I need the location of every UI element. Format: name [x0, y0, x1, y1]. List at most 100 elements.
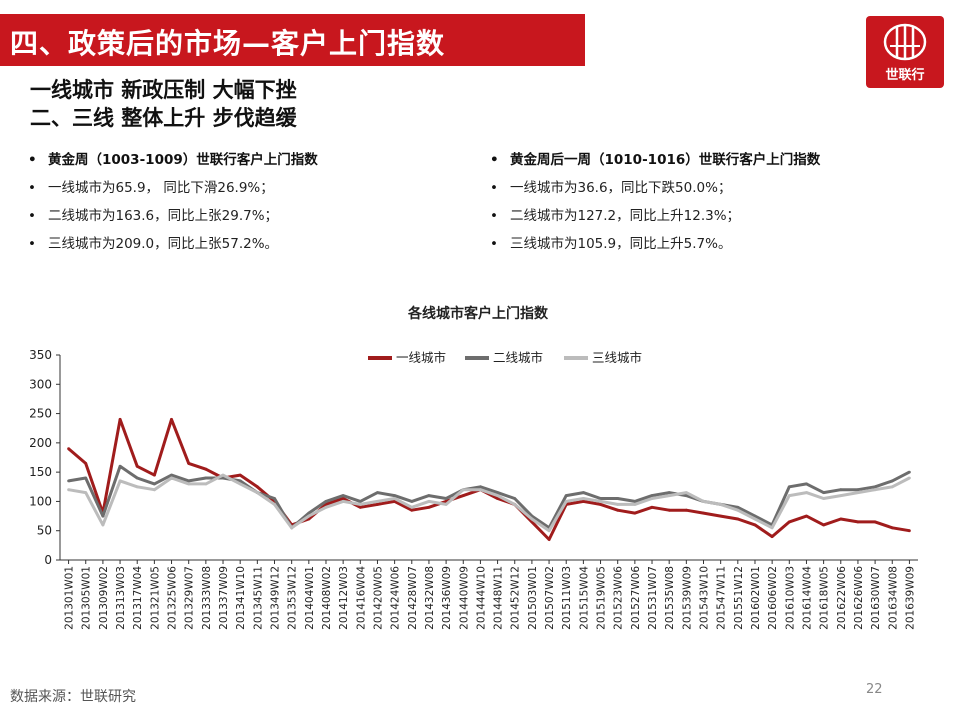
x-tick-label: 201404W01: [304, 566, 316, 630]
data-point: [530, 517, 534, 521]
data-point: [684, 491, 688, 494]
data-point: [650, 494, 654, 497]
data-point: [410, 500, 414, 503]
data-point: [513, 497, 517, 500]
series-line-3: [68, 473, 911, 533]
data-point: [221, 473, 225, 477]
data-point: [890, 479, 894, 483]
data-point: [599, 503, 602, 506]
data-point: [908, 529, 911, 533]
data-point: [496, 497, 499, 500]
logo-icon: [883, 23, 927, 61]
chart-series: [67, 417, 911, 541]
x-tick-label: 201606W02: [767, 566, 779, 630]
data-point: [684, 508, 688, 512]
data-point: [753, 523, 757, 527]
x-tick-label: 201634W08: [887, 566, 899, 630]
data-point: [324, 505, 328, 509]
data-point: [908, 476, 911, 480]
y-tick-label: 150: [29, 465, 52, 479]
right-bullet-item: 三线城市为105.9，同比上升5.7%。: [490, 230, 820, 258]
data-point: [358, 503, 362, 506]
y-tick-label: 200: [29, 436, 52, 450]
data-point: [393, 494, 396, 497]
data-point: [547, 538, 551, 541]
x-tick-label: 201440W09: [458, 566, 470, 630]
data-point: [650, 505, 654, 509]
x-tick-label: 201321W05: [149, 566, 161, 630]
x-tick-label: 201507W02: [544, 566, 556, 630]
data-point: [170, 476, 173, 480]
data-point: [770, 535, 774, 538]
x-tick-label: 201317W04: [132, 566, 144, 630]
data-point: [255, 491, 259, 494]
data-point: [787, 520, 791, 524]
x-tick-label: 201412W03: [338, 566, 350, 630]
left-bullet-item: 一线城市为65.9， 同比下滑26.9%；: [28, 174, 318, 202]
data-point: [839, 494, 843, 497]
data-point: [599, 500, 602, 503]
data-point: [667, 491, 671, 494]
data-point: [238, 479, 242, 483]
chart-title: 各线城市客户上门指数: [407, 305, 549, 322]
data-point: [135, 476, 139, 480]
data-point: [273, 497, 276, 500]
data-point: [908, 470, 911, 474]
x-tick-label: 201602W01: [750, 566, 762, 630]
x-tick-label: 201432W08: [424, 566, 436, 630]
data-point: [496, 491, 499, 494]
data-point: [547, 529, 551, 533]
data-point: [787, 494, 791, 497]
data-point: [101, 523, 105, 527]
x-tick-label: 201408W02: [321, 566, 333, 630]
data-point: [101, 514, 105, 518]
data-point: [307, 514, 311, 518]
data-point: [221, 476, 225, 480]
data-point: [890, 485, 894, 489]
data-point: [479, 485, 482, 489]
data-point: [770, 526, 774, 530]
data-point: [307, 511, 311, 515]
y-tick-label: 100: [29, 494, 52, 508]
data-point: [324, 500, 328, 503]
legend-label: 三线城市: [592, 350, 642, 365]
left-bullet-item: 二线城市为163.6，同比上张29.7%；: [28, 202, 318, 230]
subheading-tier1: 一线城市 新政压制 大幅下挫: [30, 78, 297, 102]
data-point: [118, 464, 122, 468]
x-tick-label: 201610W03: [784, 566, 796, 630]
data-point: [684, 494, 688, 497]
data-point: [427, 505, 431, 509]
data-point: [873, 485, 877, 489]
data-point: [204, 482, 208, 486]
data-point: [170, 473, 173, 477]
data-point: [358, 505, 362, 509]
data-point: [410, 505, 414, 509]
data-point: [153, 482, 156, 486]
data-point: [633, 503, 637, 506]
data-point: [496, 494, 499, 497]
data-point: [805, 514, 808, 518]
data-point: [341, 497, 345, 500]
x-tick-label: 201614W04: [801, 566, 813, 630]
data-point: [582, 500, 585, 503]
data-point: [187, 482, 191, 486]
data-point: [238, 482, 242, 486]
data-point: [513, 503, 517, 506]
x-tick-label: 201353W12: [287, 566, 299, 630]
data-point: [427, 494, 431, 497]
data-point: [135, 485, 139, 489]
data-point: [599, 497, 602, 500]
data-point: [341, 500, 345, 503]
x-tick-label: 201420W05: [372, 566, 384, 630]
legend-label: 一线城市: [396, 350, 446, 365]
series-line-2: [68, 464, 911, 530]
x-tick-label: 201519W05: [596, 566, 608, 630]
y-tick-label: 50: [37, 524, 52, 538]
data-point: [753, 517, 757, 521]
x-tick-label: 201511W03: [561, 566, 573, 630]
y-tick-label: 300: [29, 377, 52, 391]
data-point: [444, 503, 448, 506]
data-point: [444, 497, 448, 500]
x-tick-label: 201333W08: [201, 566, 213, 630]
x-tick-label: 201309W02: [98, 566, 110, 630]
